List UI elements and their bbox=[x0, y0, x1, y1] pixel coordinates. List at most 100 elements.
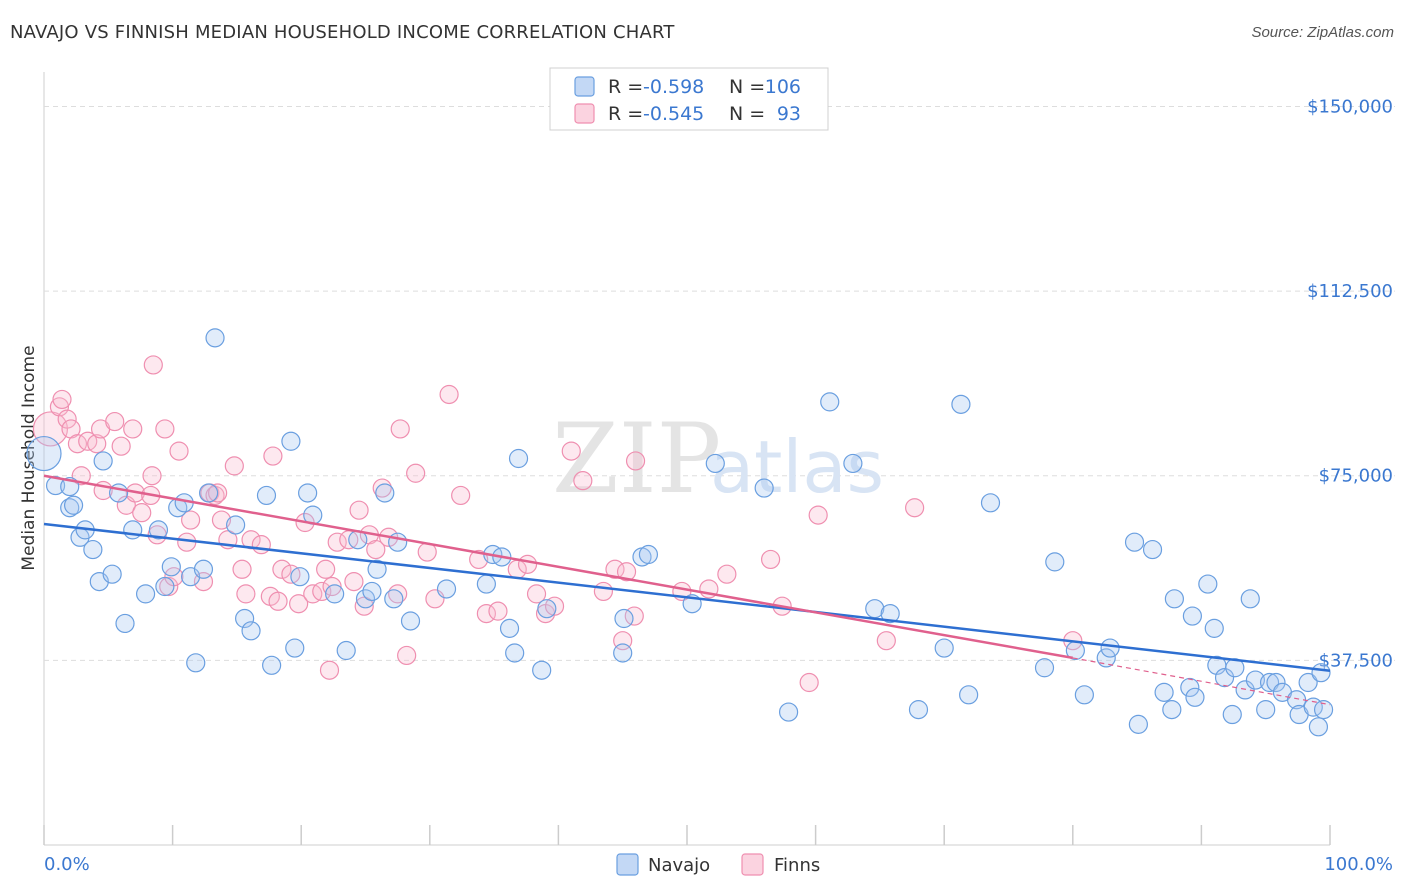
navajo-point bbox=[285, 638, 305, 658]
navajo-point bbox=[102, 564, 122, 584]
navajo-point bbox=[281, 431, 301, 451]
correlation-legend: R = -0.598 N = 106 R = -0.545 N = 93 bbox=[549, 67, 829, 131]
navajo-point bbox=[26, 435, 62, 472]
navajo-point bbox=[908, 700, 929, 720]
navajo-point bbox=[1235, 680, 1255, 700]
finns-point bbox=[406, 463, 426, 483]
navajo-point bbox=[226, 515, 246, 535]
navajo-point bbox=[367, 559, 387, 579]
x-tick-label-0: 0.0% bbox=[44, 854, 90, 875]
navajo-point bbox=[1128, 714, 1148, 734]
navajo-point bbox=[614, 608, 634, 629]
finns-point bbox=[469, 549, 489, 570]
navajo-point bbox=[1074, 685, 1094, 705]
navajo-point bbox=[1311, 663, 1331, 683]
navajo-point bbox=[1240, 589, 1260, 609]
finns-trend-line bbox=[43, 474, 1074, 660]
finns-point bbox=[573, 471, 593, 491]
finns-point bbox=[319, 660, 340, 680]
legend-box bbox=[549, 67, 829, 131]
navajo-point bbox=[505, 643, 525, 663]
finns-point bbox=[349, 500, 369, 520]
y-tick-label: $37,500 bbox=[1319, 650, 1393, 671]
navajo-point bbox=[1204, 618, 1224, 638]
navajo-point bbox=[1100, 638, 1120, 658]
finns-point bbox=[123, 419, 143, 439]
finns-point bbox=[105, 411, 125, 432]
navajo-point bbox=[63, 495, 84, 515]
navajo-point bbox=[161, 557, 181, 577]
finns-point bbox=[232, 559, 252, 579]
finns-point bbox=[517, 554, 538, 574]
navajo-point bbox=[1298, 672, 1318, 693]
finns-point bbox=[111, 436, 131, 456]
finns-point bbox=[236, 584, 256, 604]
navajo-point bbox=[1222, 704, 1242, 725]
finns-point bbox=[476, 603, 496, 624]
finns-point bbox=[760, 549, 781, 570]
navajo-point bbox=[388, 532, 408, 552]
finns-points bbox=[32, 355, 1083, 693]
navajo-point bbox=[336, 640, 356, 661]
finns-point bbox=[181, 510, 201, 530]
legend-n-value-navajo: 106 bbox=[765, 76, 801, 98]
finns-trend-extension bbox=[1072, 657, 1331, 706]
finns-point bbox=[344, 571, 364, 592]
navajo-point bbox=[135, 584, 156, 604]
finns-point bbox=[155, 419, 175, 439]
navajo-point bbox=[1313, 700, 1334, 720]
finns-point bbox=[272, 559, 292, 579]
finns-point bbox=[322, 576, 342, 597]
finns-point bbox=[799, 672, 819, 693]
finns-point bbox=[488, 601, 508, 621]
navajo-point bbox=[83, 539, 103, 560]
navajo-point bbox=[778, 702, 799, 722]
navajo-point bbox=[951, 394, 971, 414]
navajo-point bbox=[1142, 539, 1163, 560]
navajo-point bbox=[1154, 682, 1174, 702]
y-tick-label: $112,500 bbox=[1307, 281, 1393, 302]
navajo-point bbox=[375, 483, 395, 503]
trend-lines bbox=[43, 474, 1331, 706]
navajo-point bbox=[1308, 717, 1329, 737]
finns-point bbox=[143, 355, 163, 375]
y-axis-label: Median Household Income bbox=[19, 345, 39, 570]
navajo-point bbox=[1256, 700, 1276, 720]
finns-point bbox=[354, 596, 374, 616]
navajo-point bbox=[290, 567, 310, 587]
finns-point bbox=[544, 596, 565, 616]
navajo-point bbox=[384, 589, 404, 609]
navajo-point bbox=[934, 638, 954, 658]
finns-point bbox=[316, 559, 336, 579]
finns-point bbox=[169, 441, 189, 461]
finns-point bbox=[289, 594, 309, 614]
y-tick-label: $75,000 bbox=[1319, 466, 1393, 487]
finns-point bbox=[52, 389, 72, 410]
finns-point bbox=[616, 562, 637, 582]
finns-point bbox=[905, 498, 925, 518]
finns-point bbox=[366, 539, 386, 560]
finns-point bbox=[808, 505, 828, 525]
navajo-point bbox=[508, 448, 529, 469]
navajo-point bbox=[235, 608, 255, 629]
bottom-legend-label-navajo: Navajo bbox=[648, 855, 710, 876]
bottom-legend-swatch-finns bbox=[741, 853, 764, 876]
series-legend: Navajo Finns bbox=[616, 853, 820, 876]
navajo-point bbox=[1198, 574, 1218, 594]
navajo-point bbox=[754, 478, 774, 498]
finns-point bbox=[132, 503, 152, 523]
navajo-point bbox=[148, 520, 169, 540]
navajo-point bbox=[362, 581, 382, 602]
navajo-point bbox=[1180, 677, 1200, 698]
navajo-point bbox=[1034, 658, 1055, 678]
finns-point bbox=[717, 564, 737, 584]
navajo-point bbox=[537, 599, 557, 619]
navajo-point bbox=[155, 576, 175, 597]
x-axis-ticks bbox=[43, 825, 1331, 845]
navajo-point bbox=[1245, 670, 1266, 690]
navajo-trend-line bbox=[43, 522, 1331, 672]
chart-title: NAVAJO VS FINNISH MEDIAN HOUSEHOLD INCOM… bbox=[10, 22, 675, 43]
navajo-point bbox=[1164, 589, 1184, 609]
navajo-point bbox=[499, 618, 520, 638]
